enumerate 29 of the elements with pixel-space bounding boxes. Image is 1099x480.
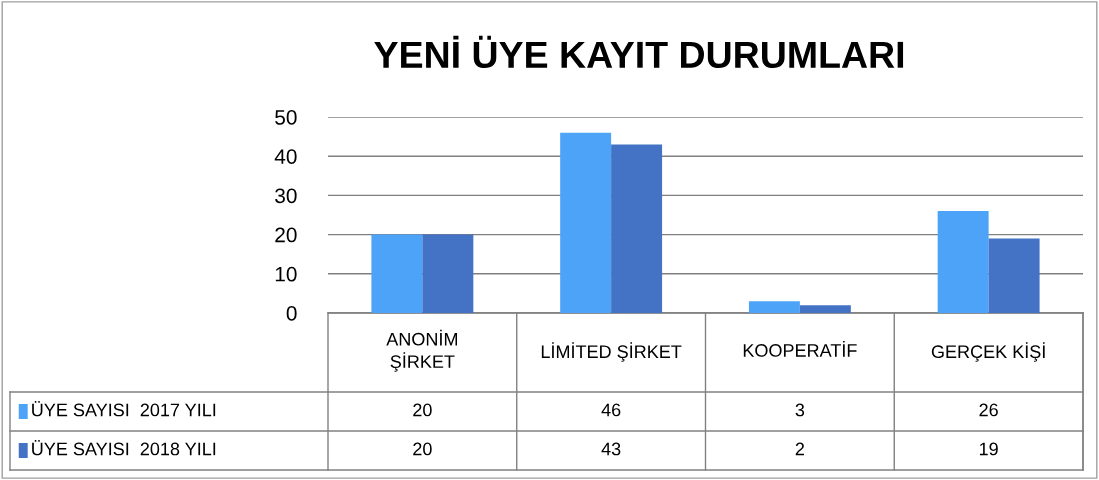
data-label: 2	[795, 442, 804, 456]
legend-label: ÜYE SAYISI 2018 YILI	[32, 440, 216, 456]
data-label: 20	[413, 442, 432, 456]
y-tick-label: 20	[275, 227, 297, 243]
x-tick-label: GERÇEK KİŞİ	[931, 342, 1045, 362]
y-tick-label: 40	[274, 149, 297, 164]
bar	[422, 234, 474, 313]
x-tick-label: ANONİM ŞİRKET	[386, 329, 457, 372]
y-tick-label: 0	[286, 306, 297, 321]
data-label: 19	[979, 442, 998, 456]
y-tick-label: 30	[275, 188, 297, 204]
bar	[799, 305, 851, 313]
data-label: 43	[601, 442, 621, 456]
bar	[611, 144, 663, 313]
data-label: 3	[795, 403, 805, 417]
x-tick-label: KOOPERATİF	[743, 341, 857, 357]
y-tick-label: 10	[275, 266, 297, 282]
y-tick-label: 50	[275, 110, 297, 125]
bar	[371, 234, 423, 313]
data-label: 26	[979, 403, 998, 417]
data-label: 46	[601, 403, 621, 417]
x-tick-label: LİMİTED ŞİRKET	[541, 342, 682, 362]
bar	[748, 301, 800, 313]
bar	[937, 211, 989, 313]
bar	[988, 238, 1040, 313]
bar	[560, 132, 612, 313]
data-label: 20	[413, 403, 432, 417]
legend-label: ÜYE SAYISI 2017 YILI	[32, 401, 216, 417]
chart-title: YENİ ÜYE KAYIT DURUMLARI	[374, 35, 904, 69]
